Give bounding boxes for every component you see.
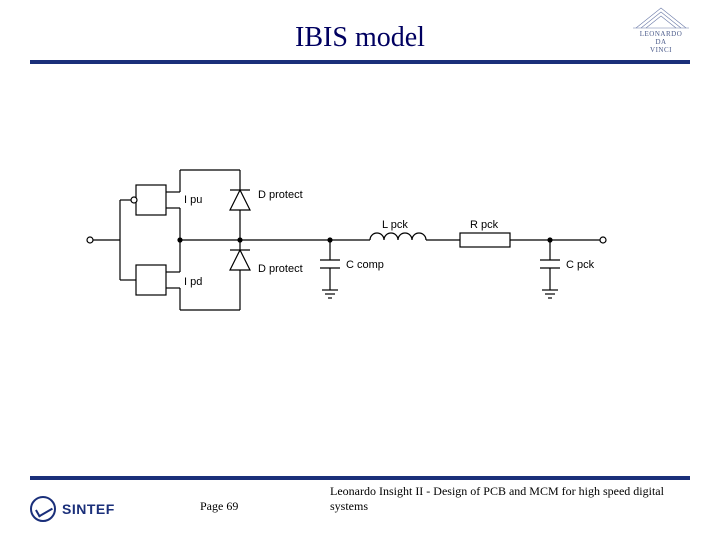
rule-top [30,60,690,64]
sintef-text: SINTEF [62,501,115,517]
page-number: Page 69 [200,499,238,514]
label-cpck: C pck [566,259,595,271]
page-title: IBIS model [0,22,720,54]
rule-bottom [30,476,690,480]
label-ccomp: C comp [346,259,384,271]
footer-text: Leonardo Insight II - Design of PCB and … [330,484,700,514]
slide: IBIS model LEONARDO DA VINCI [0,0,720,540]
sintef-logo: SINTEF [30,496,115,522]
label-ipd: I pd [184,276,202,288]
leonardo-logo: LEONARDO DA VINCI [622,6,700,56]
logo-right-line1: LEONARDO [622,30,700,38]
label-lpck: L pck [382,219,408,231]
label-ipu: I pu [184,194,202,206]
label-rpck: R pck [470,219,499,231]
logo-right-line2: DA [622,38,700,46]
ibis-circuit-diagram: I pu I pd D protect D protect C comp L p… [80,150,640,330]
label-dprotect-top: D protect [258,189,303,201]
logo-right-line3: VINCI [622,46,700,54]
label-dprotect-bot: D protect [258,263,303,275]
sintef-mark-icon [30,496,56,522]
